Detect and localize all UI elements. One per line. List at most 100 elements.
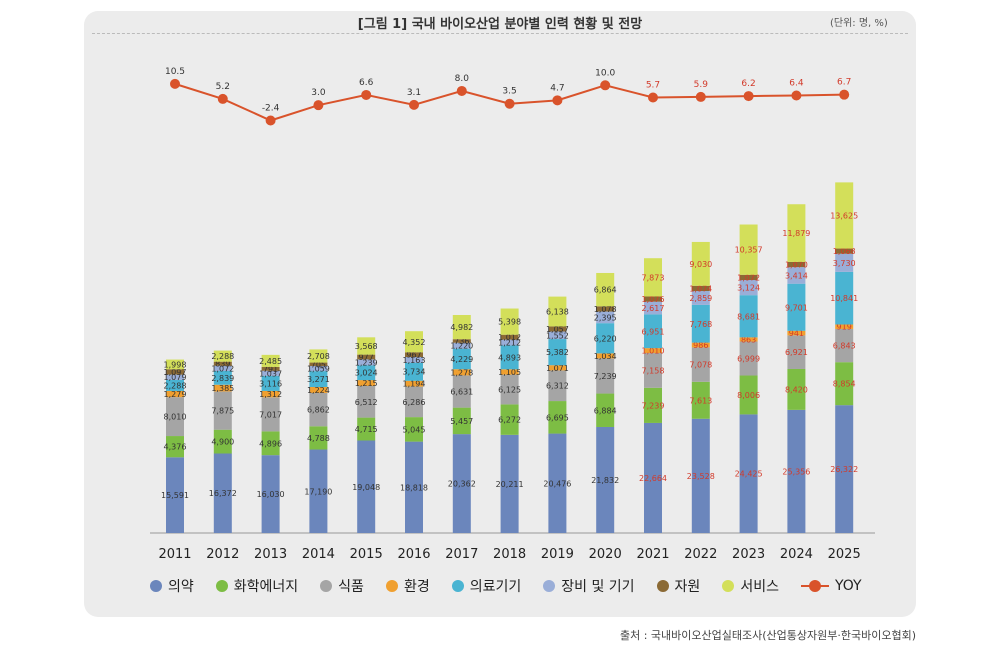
bar-segment bbox=[309, 387, 328, 393]
bar-data-label: 1,278 bbox=[450, 368, 473, 377]
bar-data-label: 1,105 bbox=[498, 368, 521, 377]
bar-segment bbox=[548, 326, 567, 332]
bar-data-label: 6,862 bbox=[307, 406, 330, 415]
bar-segment bbox=[261, 366, 280, 371]
bar-data-label: 6,312 bbox=[546, 382, 569, 391]
bar-segment bbox=[357, 337, 376, 355]
bar-segment bbox=[452, 342, 471, 349]
bar-segment bbox=[691, 418, 710, 533]
bar-segment bbox=[405, 331, 423, 353]
bar-data-label: 1,072 bbox=[211, 364, 234, 373]
bar-segment bbox=[691, 241, 710, 286]
bar-segment bbox=[596, 358, 615, 394]
bar-segment bbox=[548, 339, 567, 366]
bar-data-label: 1,078 bbox=[594, 305, 617, 314]
bar-data-label: 8,854 bbox=[833, 380, 856, 389]
bar-data-label: 1,194 bbox=[403, 380, 426, 389]
bar-data-label: 919 bbox=[837, 323, 852, 332]
yoy-point bbox=[265, 115, 276, 126]
x-tick-label: 2022 bbox=[684, 547, 717, 562]
yoy-data-label: 3.1 bbox=[407, 88, 421, 98]
bar-segment bbox=[213, 370, 232, 385]
bar-segment bbox=[739, 337, 758, 342]
bar-segment bbox=[644, 348, 662, 354]
bar-segment bbox=[166, 397, 184, 437]
bar-data-label: 4,715 bbox=[355, 425, 378, 434]
legend-label: 식품 bbox=[338, 579, 364, 595]
bar-data-label: 3,024 bbox=[355, 369, 378, 378]
legend-item-equipment: 장비 및 기기 bbox=[543, 576, 635, 596]
bar-segment bbox=[787, 330, 806, 336]
bar-segment bbox=[691, 304, 710, 343]
legend-swatch bbox=[543, 580, 556, 592]
bar-segment bbox=[405, 357, 423, 363]
bar-segment bbox=[739, 274, 758, 281]
x-tick-label: 2018 bbox=[493, 547, 526, 562]
yoy-data-label: 5.7 bbox=[646, 80, 660, 90]
bar-data-label: 2,859 bbox=[689, 294, 712, 303]
bar-segment bbox=[405, 380, 423, 387]
bar-segment bbox=[500, 334, 519, 340]
yoy-point bbox=[648, 92, 658, 103]
bar-segment bbox=[213, 384, 232, 392]
bar-data-label: 1,037 bbox=[259, 369, 282, 378]
bar-segment bbox=[261, 354, 280, 367]
legend-swatch bbox=[656, 580, 669, 592]
bar-data-label: 941 bbox=[789, 329, 804, 338]
legend-item-medical-device: 의료기기 bbox=[451, 576, 521, 596]
bar-data-label: 7,875 bbox=[211, 407, 234, 416]
bar-data-label: 6,884 bbox=[594, 406, 617, 415]
bar-segment bbox=[357, 417, 376, 441]
bar-data-label: 6,138 bbox=[546, 307, 569, 316]
legend-swatch bbox=[451, 580, 464, 592]
legend-label: 서비스 bbox=[740, 579, 779, 595]
bar-data-label: 1,215 bbox=[355, 379, 378, 388]
bar-data-label: 1,034 bbox=[594, 352, 617, 361]
bar-segment bbox=[500, 404, 519, 435]
bar-segment bbox=[644, 258, 662, 297]
bar-segment bbox=[261, 431, 280, 456]
bar-segment bbox=[548, 370, 567, 402]
bar-data-label: 21,832 bbox=[591, 476, 619, 485]
bar-data-label: 4,893 bbox=[498, 353, 521, 362]
bar-data-label: 863 bbox=[741, 335, 756, 344]
bar-data-label: 18,818 bbox=[400, 483, 428, 492]
bar-data-label: 1,059 bbox=[307, 365, 330, 374]
yoy-point bbox=[552, 95, 563, 106]
bar-segment bbox=[213, 365, 232, 371]
bar-data-label: 1,212 bbox=[498, 339, 521, 348]
bar-data-label: 26,322 bbox=[830, 465, 858, 474]
bar-segment bbox=[357, 354, 376, 360]
x-tick-label: 2015 bbox=[350, 547, 383, 562]
x-tick-label: 2017 bbox=[445, 547, 478, 562]
bar-segment bbox=[357, 359, 376, 366]
bar-segment bbox=[548, 401, 567, 434]
bar-segment bbox=[261, 375, 280, 391]
bar-data-label: 1,070 bbox=[785, 261, 808, 270]
bar-segment bbox=[213, 391, 232, 430]
yoy-point bbox=[791, 90, 802, 101]
bar-segment bbox=[835, 248, 854, 254]
bar-data-label: 8,010 bbox=[164, 413, 187, 422]
bar-data-label: 3,271 bbox=[307, 375, 330, 384]
bar-segment bbox=[835, 362, 854, 406]
legend-label: 의약 bbox=[168, 579, 194, 595]
bar-segment bbox=[644, 314, 662, 349]
bar-data-label: 22,664 bbox=[639, 474, 667, 483]
bar-data-label: 1,552 bbox=[546, 331, 569, 340]
bar-data-label: 25,356 bbox=[782, 467, 810, 476]
yoy-point bbox=[217, 93, 228, 104]
bar-data-label: 2,288 bbox=[164, 381, 187, 390]
bar-data-label: 1,012 bbox=[498, 333, 521, 342]
bar-data-label: 10,841 bbox=[830, 294, 858, 303]
bar-data-label: 2,288 bbox=[211, 352, 234, 361]
bar-segment bbox=[596, 311, 615, 324]
legend-label: YOY bbox=[834, 578, 862, 594]
bar-segment bbox=[691, 347, 710, 382]
bar-segment bbox=[213, 429, 232, 454]
yoy-point bbox=[170, 78, 180, 89]
bar-segment bbox=[787, 261, 806, 268]
bar-data-label: 8,006 bbox=[737, 391, 760, 400]
bar-data-label: 6,631 bbox=[450, 388, 473, 397]
